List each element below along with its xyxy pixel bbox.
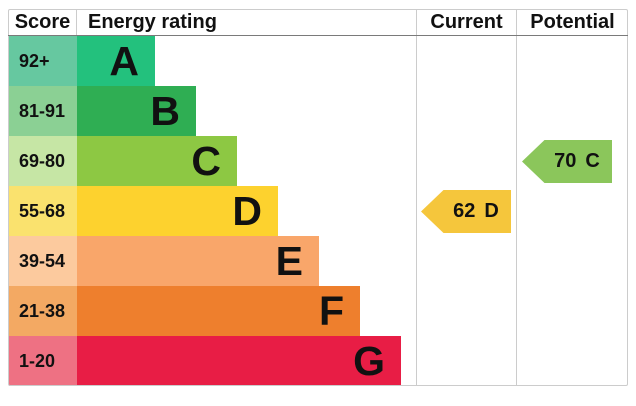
band-bar-c: C — [77, 136, 237, 186]
score-range-c: 69-80 — [9, 136, 77, 186]
band-row-b: 81-91 B — [9, 86, 629, 136]
current-rating-band: D — [484, 200, 499, 222]
band-letter-e: E — [275, 238, 303, 284]
potential-rating-band: C — [585, 150, 600, 172]
band-row-f: 21-38 F — [9, 286, 629, 336]
score-range-a: 92+ — [9, 36, 77, 86]
band-letter-g: G — [353, 338, 385, 384]
band-row-g: 1-20 G — [9, 336, 629, 386]
band-bar-f: F — [77, 286, 360, 336]
potential-column-header: Potential — [530, 11, 615, 33]
band-row-e: 39-54 E — [9, 236, 629, 286]
band-letter-c: C — [191, 138, 221, 184]
current-column-divider — [416, 9, 417, 386]
band-bar-b: B — [77, 86, 196, 136]
potential-column-divider — [516, 9, 517, 386]
band-letter-d: D — [232, 188, 262, 234]
score-column-header: Score — [14, 11, 71, 33]
band-bar-d: D — [77, 186, 278, 236]
band-letter-f: F — [318, 288, 344, 334]
band-row-a: 92+ A — [9, 36, 629, 86]
band-letter-b: B — [150, 88, 180, 134]
current-rating-arrow: 62 D — [421, 190, 511, 233]
potential-rating-arrow: 70 C — [522, 140, 612, 183]
energy-rating-column-header: Energy rating — [88, 11, 217, 33]
current-rating-value: 62 — [453, 200, 476, 222]
band-row-c: 69-80 C — [9, 136, 629, 186]
score-column-divider — [76, 9, 77, 36]
band-bar-g: G — [77, 336, 401, 386]
score-range-f: 21-38 — [9, 286, 77, 336]
potential-rating-value: 70 — [554, 150, 577, 172]
band-row-d: 55-68 D — [9, 186, 629, 236]
score-range-d: 55-68 — [9, 186, 77, 236]
score-range-g: 1-20 — [9, 336, 77, 386]
band-bar-a: A — [77, 36, 155, 86]
score-range-e: 39-54 — [9, 236, 77, 286]
header-underline — [8, 35, 628, 36]
score-range-b: 81-91 — [9, 86, 77, 136]
band-bar-e: E — [77, 236, 319, 286]
band-letter-a: A — [109, 38, 139, 84]
current-column-header: Current — [430, 11, 503, 33]
